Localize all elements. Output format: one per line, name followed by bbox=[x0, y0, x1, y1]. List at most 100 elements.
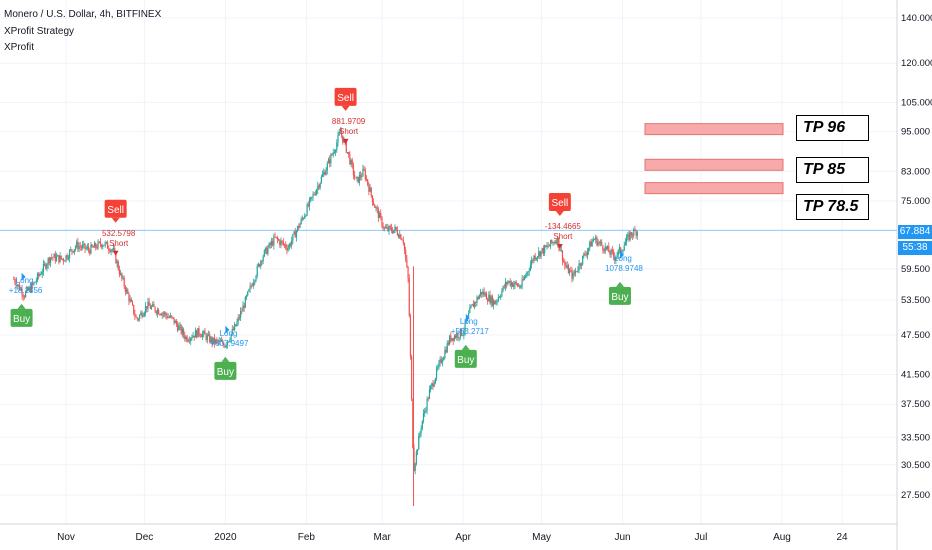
candle-body bbox=[71, 249, 73, 252]
candle-body bbox=[306, 204, 308, 216]
signal-note: +553.2717 bbox=[451, 327, 490, 336]
candle-body bbox=[312, 194, 314, 197]
buy-signal[interactable]: Buy Long+553.2717 bbox=[451, 313, 490, 368]
candle-body bbox=[527, 271, 529, 273]
candle-body bbox=[148, 301, 150, 306]
candle-body bbox=[365, 178, 368, 180]
candle-body bbox=[538, 251, 540, 257]
candle-body bbox=[76, 241, 78, 247]
candle-body bbox=[163, 312, 166, 314]
candle-body bbox=[231, 329, 233, 335]
candle-body bbox=[502, 286, 504, 291]
candle-body bbox=[14, 278, 16, 283]
candle-body bbox=[549, 239, 552, 246]
candle-body bbox=[307, 204, 309, 207]
candle-body bbox=[283, 244, 286, 245]
grid bbox=[0, 0, 897, 524]
candle-body bbox=[352, 164, 355, 175]
candle-body bbox=[139, 315, 141, 319]
candle-body bbox=[25, 291, 27, 298]
y-tick-label: 83.000 bbox=[901, 166, 930, 177]
candle-body bbox=[473, 302, 476, 308]
candle-body bbox=[380, 213, 382, 218]
candle-body bbox=[496, 300, 498, 302]
candle-body bbox=[64, 260, 66, 262]
buy-signal[interactable]: Buy Long+18.2356 bbox=[9, 272, 43, 327]
candle-body bbox=[295, 231, 298, 238]
signal-note: 1078.9748 bbox=[605, 264, 643, 273]
candle-body bbox=[426, 398, 428, 411]
candle-body bbox=[218, 340, 220, 343]
candle-body bbox=[207, 334, 210, 336]
candle-body bbox=[196, 330, 198, 338]
candle-body bbox=[70, 249, 72, 251]
candle-body bbox=[617, 250, 619, 256]
candle-body bbox=[120, 273, 122, 275]
buy-signal[interactable]: Buy Long+607.9497 bbox=[210, 325, 249, 380]
candle-body bbox=[332, 152, 334, 155]
candle-body bbox=[478, 295, 480, 299]
candle-body bbox=[243, 305, 245, 308]
candle-body bbox=[103, 245, 105, 247]
candle-body bbox=[394, 226, 396, 230]
candle-body bbox=[495, 301, 497, 305]
candle-body bbox=[342, 135, 344, 143]
candle-body bbox=[418, 435, 420, 450]
candle-body bbox=[373, 202, 375, 205]
candle-body bbox=[301, 218, 303, 220]
candle-body bbox=[583, 253, 585, 256]
candle-body bbox=[263, 250, 265, 257]
candle-body bbox=[421, 420, 423, 429]
candle-body bbox=[239, 311, 242, 318]
candle-body bbox=[161, 313, 163, 316]
candle-body bbox=[193, 335, 195, 338]
candle-body bbox=[169, 315, 172, 318]
buy-pointer bbox=[461, 344, 470, 350]
candle-body bbox=[431, 383, 433, 387]
x-tick-label: Feb bbox=[298, 532, 316, 543]
candle-body bbox=[85, 248, 87, 249]
candle-body bbox=[504, 282, 507, 288]
candle-body bbox=[52, 257, 54, 259]
candle-body bbox=[105, 241, 107, 243]
indicator-xprofit[interactable]: XProfit bbox=[4, 42, 35, 53]
candle-body bbox=[584, 253, 586, 255]
candle-body bbox=[635, 230, 637, 236]
candle-body bbox=[134, 313, 136, 317]
candle-body bbox=[279, 240, 281, 245]
candle-body bbox=[354, 174, 356, 178]
y-tick-label: 47.500 bbox=[901, 330, 930, 341]
candle-body bbox=[63, 259, 65, 262]
candle-body bbox=[304, 215, 306, 219]
candle-body bbox=[33, 282, 35, 285]
price-axis[interactable]: 140.000 120.000 105.000 95.000 83.000 75.000 5… bbox=[901, 13, 932, 501]
candle-body bbox=[611, 249, 613, 252]
candle-body bbox=[136, 317, 138, 320]
x-tick-label: Jun bbox=[615, 532, 631, 543]
candle-body bbox=[337, 135, 339, 143]
candle-body bbox=[464, 321, 466, 332]
candle-body bbox=[434, 378, 436, 384]
y-tick-label: 33.500 bbox=[901, 432, 930, 443]
candle-body bbox=[223, 343, 225, 348]
candle-body bbox=[308, 199, 311, 207]
time-axis[interactable]: Nov Dec 2020 Feb Mar Apr May Jun Jul Aug 24 bbox=[57, 532, 848, 543]
candle-body bbox=[333, 152, 336, 154]
indicator-xprofit-strategy[interactable]: XProfit Strategy bbox=[4, 26, 75, 37]
candle-body bbox=[382, 226, 384, 228]
candle-body bbox=[49, 257, 52, 263]
candle-body bbox=[86, 246, 88, 249]
candle-body bbox=[21, 289, 23, 296]
symbol-title[interactable]: Monero / U.S. Dollar, 4h, BITFINEX bbox=[4, 9, 162, 20]
candle-body bbox=[111, 249, 113, 251]
buy-pointer bbox=[17, 303, 26, 309]
candle-body bbox=[206, 335, 208, 341]
candle-body bbox=[127, 289, 129, 294]
candle-body bbox=[514, 281, 516, 285]
candle-body bbox=[96, 247, 98, 249]
